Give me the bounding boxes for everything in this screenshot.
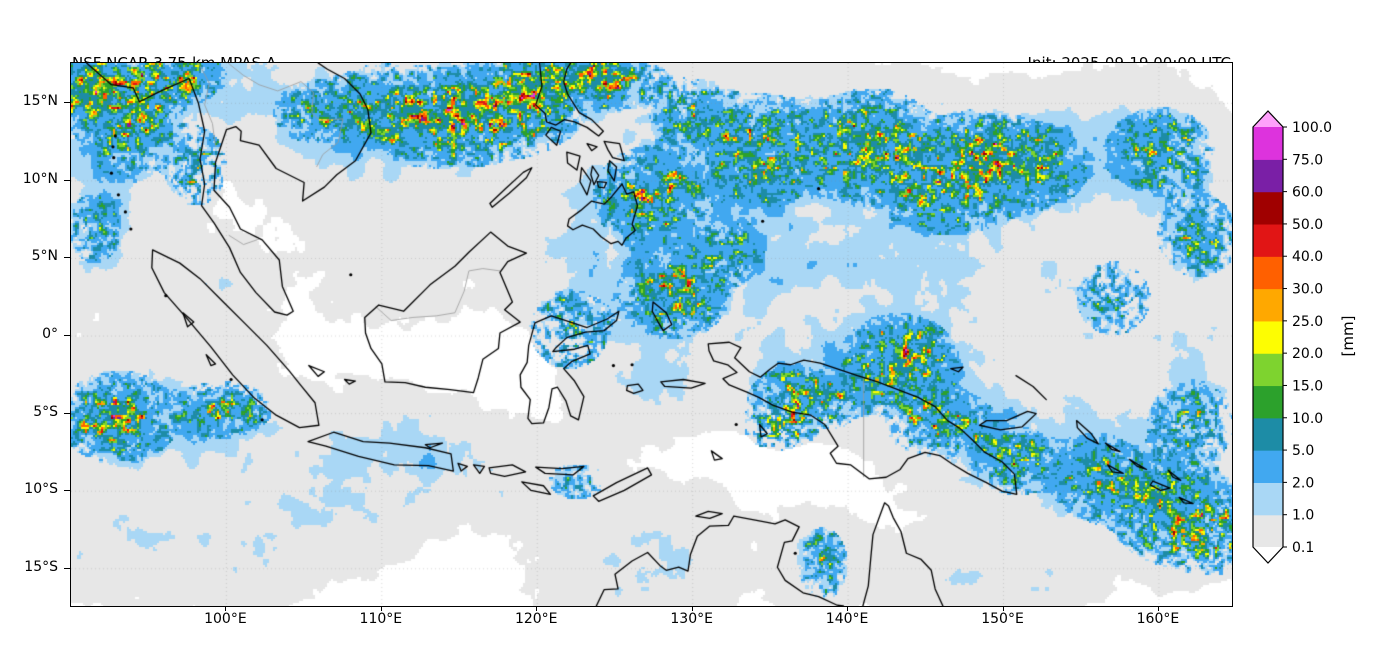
y-tick-mark: [64, 490, 70, 492]
x-tick-label: 130°E: [670, 611, 713, 627]
y-tick-label: 15°N: [22, 93, 58, 110]
x-tick-mark: [380, 606, 382, 611]
colorbar-tick-label: 20.0: [1292, 346, 1323, 362]
y-tick-mark: [64, 257, 70, 259]
precipitation-map-canvas: [71, 63, 1232, 606]
colorbar-segment: [1253, 191, 1283, 225]
x-tick-label: 140°E: [825, 611, 869, 627]
colorbar-segment: [1253, 450, 1283, 483]
x-tick-label: 120°E: [514, 611, 558, 627]
colorbar-tick-label: 0.1: [1292, 540, 1314, 556]
y-tick-label: 10°N: [22, 170, 58, 187]
y-tick-label: 5°S: [33, 403, 58, 420]
x-tick-label: 160°E: [1136, 611, 1180, 627]
x-tick-mark: [225, 606, 227, 611]
x-tick-mark: [847, 606, 849, 611]
colorbar-segment: [1253, 223, 1283, 257]
colorbar-tick-label: 2.0: [1292, 475, 1314, 491]
x-tick-mark: [1157, 606, 1159, 611]
x-tick-label: 110°E: [359, 611, 403, 627]
x-tick-mark: [1002, 606, 1004, 611]
y-tick-label: 0°: [42, 326, 58, 343]
colorbar-tick-label: 75.0: [1292, 152, 1323, 168]
map-frame: [70, 62, 1233, 607]
y-tick-label: 5°N: [31, 248, 58, 265]
colorbar-unit-label: [mm]: [1339, 315, 1357, 357]
colorbar-segment: [1253, 385, 1283, 419]
x-tick-mark: [536, 606, 538, 611]
colorbar-segment: [1253, 514, 1283, 548]
colorbar-svg: 0.1 1.0 2.0 5.0 10.0 15.0 20.0 25.0 30.0 40.0 50.0…: [1252, 110, 1332, 564]
colorbar-tick-label: 60.0: [1292, 185, 1323, 201]
colorbar-segment: [1253, 482, 1283, 516]
colorbar-segment: [1253, 320, 1283, 354]
colorbar-under-arrow: [1253, 547, 1283, 563]
y-tick-mark: [64, 335, 70, 337]
colorbar-segment: [1253, 417, 1283, 451]
y-tick-mark: [64, 567, 70, 569]
x-tick-label: 100°E: [204, 611, 247, 627]
x-tick-label: 150°E: [981, 611, 1024, 627]
y-tick-mark: [64, 102, 70, 104]
y-tick-mark: [64, 179, 70, 181]
y-tick-label: 15°S: [24, 558, 58, 575]
y-tick-mark: [64, 412, 70, 414]
colorbar-tick-label: 100.0: [1292, 120, 1332, 136]
colorbar-tick-label: 30.0: [1292, 282, 1323, 298]
colorbar: 0.1 1.0 2.0 5.0 10.0 15.0 20.0 25.0 30.0 40.0 50.0…: [1248, 100, 1374, 580]
colorbar-segment: [1253, 159, 1283, 193]
y-tick-label: 10°S: [24, 481, 58, 498]
colorbar-segment: [1253, 353, 1283, 387]
colorbar-tick-label: 5.0: [1292, 443, 1314, 459]
colorbar-tick-label: 50.0: [1292, 217, 1323, 233]
x-tick-mark: [691, 606, 693, 611]
colorbar-over-arrow: [1253, 111, 1283, 127]
colorbar-segment: [1253, 288, 1283, 322]
colorbar-tick-label: 1.0: [1292, 508, 1314, 524]
colorbar-tick-label: 40.0: [1292, 249, 1323, 265]
colorbar-segment: [1253, 127, 1283, 160]
colorbar-tick-label: 25.0: [1292, 314, 1323, 330]
colorbar-tick-label: 10.0: [1292, 411, 1323, 427]
colorbar-tick-label: 15.0: [1292, 378, 1323, 394]
colorbar-segment: [1253, 256, 1283, 290]
